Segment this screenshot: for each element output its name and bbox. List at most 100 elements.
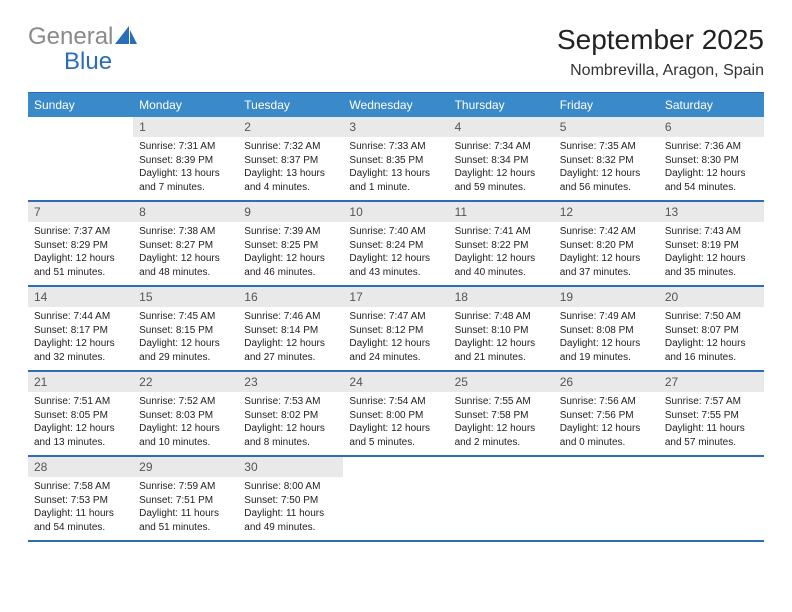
calendar-cell: 20Sunrise: 7:50 AMSunset: 8:07 PMDayligh… [659,287,764,370]
calendar-cell [28,117,133,200]
cell-line: Sunset: 8:03 PM [139,409,232,423]
cell-content: Sunrise: 7:55 AMSunset: 7:58 PMDaylight:… [449,392,554,455]
day-number: 15 [133,287,238,307]
day-number [554,457,659,477]
day-number: 28 [28,457,133,477]
cell-line: Sunrise: 7:56 AM [560,395,653,409]
cell-content: Sunrise: 7:41 AMSunset: 8:22 PMDaylight:… [449,222,554,285]
cell-line: Sunrise: 7:45 AM [139,310,232,324]
cell-line: Sunset: 7:55 PM [665,409,758,423]
cell-line: Sunrise: 7:41 AM [455,225,548,239]
cell-content: Sunrise: 7:40 AMSunset: 8:24 PMDaylight:… [343,222,448,285]
cell-line: Sunrise: 7:31 AM [139,140,232,154]
day-number: 26 [554,372,659,392]
cell-content: Sunrise: 7:36 AMSunset: 8:30 PMDaylight:… [659,137,764,200]
calendar-cell: 14Sunrise: 7:44 AMSunset: 8:17 PMDayligh… [28,287,133,370]
week-row: 1Sunrise: 7:31 AMSunset: 8:39 PMDaylight… [28,117,764,202]
cell-line: Daylight: 12 hours [139,337,232,351]
day-number: 11 [449,202,554,222]
day-number [28,117,133,137]
day-number: 2 [238,117,343,137]
cell-line: Sunrise: 7:43 AM [665,225,758,239]
day-number: 14 [28,287,133,307]
header: General Blue September 2025 Nombrevilla,… [28,24,764,80]
cell-content: Sunrise: 7:43 AMSunset: 8:19 PMDaylight:… [659,222,764,285]
calendar-cell: 15Sunrise: 7:45 AMSunset: 8:15 PMDayligh… [133,287,238,370]
cell-line: Sunrise: 7:37 AM [34,225,127,239]
cell-line: Sunset: 8:07 PM [665,324,758,338]
day-number: 18 [449,287,554,307]
calendar-table: Sunday Monday Tuesday Wednesday Thursday… [28,92,764,542]
cell-line: Sunset: 8:34 PM [455,154,548,168]
cell-line: and 48 minutes. [139,266,232,280]
day-number: 3 [343,117,448,137]
calendar-cell: 22Sunrise: 7:52 AMSunset: 8:03 PMDayligh… [133,372,238,455]
cell-line: and 5 minutes. [349,436,442,450]
cell-line: Sunset: 8:00 PM [349,409,442,423]
cell-line: Sunrise: 7:44 AM [34,310,127,324]
cell-line: Sunrise: 7:49 AM [560,310,653,324]
cell-line: and 10 minutes. [139,436,232,450]
calendar-cell: 24Sunrise: 7:54 AMSunset: 8:00 PMDayligh… [343,372,448,455]
cell-line: Daylight: 12 hours [349,337,442,351]
day-header-thursday: Thursday [449,93,554,117]
page-title: September 2025 [557,24,764,56]
location: Nombrevilla, Aragon, Spain [557,62,764,80]
cell-content [554,477,659,486]
cell-line: Daylight: 12 hours [455,167,548,181]
cell-line: and 43 minutes. [349,266,442,280]
cell-line: Daylight: 12 hours [560,337,653,351]
day-number: 29 [133,457,238,477]
cell-line: Daylight: 12 hours [665,167,758,181]
cell-line: Sunrise: 7:47 AM [349,310,442,324]
cell-line: Sunrise: 7:39 AM [244,225,337,239]
cell-line: Daylight: 12 hours [244,337,337,351]
day-number [659,457,764,477]
cell-content: Sunrise: 7:38 AMSunset: 8:27 PMDaylight:… [133,222,238,285]
calendar-cell [343,457,448,540]
cell-content: Sunrise: 7:32 AMSunset: 8:37 PMDaylight:… [238,137,343,200]
cell-content: Sunrise: 7:58 AMSunset: 7:53 PMDaylight:… [28,477,133,540]
cell-line: Sunset: 8:25 PM [244,239,337,253]
day-header-wednesday: Wednesday [343,93,448,117]
cell-line: Sunrise: 7:58 AM [34,480,127,494]
cell-content: Sunrise: 7:39 AMSunset: 8:25 PMDaylight:… [238,222,343,285]
cell-line: Daylight: 13 hours [349,167,442,181]
logo-text: General Blue [28,24,137,74]
cell-line: Sunrise: 7:52 AM [139,395,232,409]
cell-line: Sunset: 8:14 PM [244,324,337,338]
cell-line: Daylight: 12 hours [455,252,548,266]
cell-line: Sunset: 8:27 PM [139,239,232,253]
day-number: 23 [238,372,343,392]
calendar-cell: 25Sunrise: 7:55 AMSunset: 7:58 PMDayligh… [449,372,554,455]
day-header-sunday: Sunday [28,93,133,117]
week-row: 21Sunrise: 7:51 AMSunset: 8:05 PMDayligh… [28,372,764,457]
cell-line: Sunset: 8:39 PM [139,154,232,168]
cell-line: Daylight: 13 hours [139,167,232,181]
cell-line: Sunset: 7:58 PM [455,409,548,423]
cell-content: Sunrise: 8:00 AMSunset: 7:50 PMDaylight:… [238,477,343,540]
cell-line: and 54 minutes. [34,521,127,535]
calendar-cell: 9Sunrise: 7:39 AMSunset: 8:25 PMDaylight… [238,202,343,285]
cell-line: Sunset: 8:08 PM [560,324,653,338]
cell-line: Daylight: 12 hours [244,252,337,266]
cell-line: Daylight: 12 hours [139,252,232,266]
cell-line: Sunset: 8:24 PM [349,239,442,253]
cell-line: and 51 minutes. [34,266,127,280]
day-number: 7 [28,202,133,222]
calendar-cell: 21Sunrise: 7:51 AMSunset: 8:05 PMDayligh… [28,372,133,455]
cell-line: Sunset: 8:12 PM [349,324,442,338]
cell-content: Sunrise: 7:34 AMSunset: 8:34 PMDaylight:… [449,137,554,200]
week-row: 28Sunrise: 7:58 AMSunset: 7:53 PMDayligh… [28,457,764,542]
cell-line: and 56 minutes. [560,181,653,195]
cell-line: Daylight: 11 hours [139,507,232,521]
day-number: 17 [343,287,448,307]
cell-line: and 51 minutes. [139,521,232,535]
cell-line: Daylight: 12 hours [244,422,337,436]
cell-line: Sunset: 8:22 PM [455,239,548,253]
day-number: 4 [449,117,554,137]
cell-line: Daylight: 12 hours [349,252,442,266]
day-number: 22 [133,372,238,392]
cell-line: Daylight: 12 hours [455,422,548,436]
cell-line: and 24 minutes. [349,351,442,365]
